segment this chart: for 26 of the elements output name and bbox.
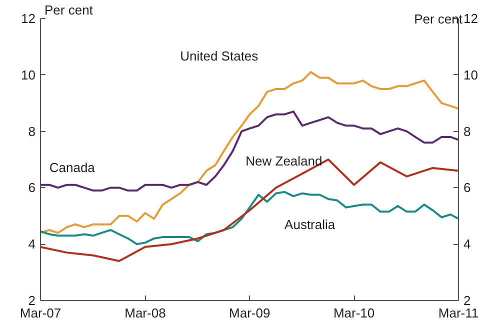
y-tick-label: 6	[28, 180, 36, 196]
y-tick-label: 10	[21, 67, 36, 82]
y2-axis-title: Per cent	[414, 12, 463, 26]
y-tick-label: 2	[28, 293, 36, 308]
series-label: Australia	[284, 216, 336, 232]
x-tick-label: Mar-09	[229, 306, 270, 320]
x-tick-label: Mar-10	[333, 306, 375, 320]
text: United States	[180, 48, 259, 64]
y-tick-label: 4	[28, 236, 36, 252]
x-tick-label: Mar-11	[438, 306, 479, 320]
line-series	[40, 190, 458, 246]
line-series	[40, 110, 458, 192]
line-series	[40, 71, 458, 234]
y-axis-title: Per cent	[44, 2, 94, 18]
y2-tick-label: 4	[464, 236, 471, 252]
y2-tick-label: 2	[464, 293, 471, 308]
x-tick-label: Mar-08	[124, 306, 166, 320]
y2-tick-label: 10	[464, 67, 478, 82]
y2-tick-label: 8	[464, 124, 471, 139]
y-tick-label: 12	[21, 11, 36, 26]
y-tick-label: 8	[28, 124, 36, 139]
series-label: Canada	[49, 160, 96, 175]
y2-tick-label: 6	[464, 180, 471, 196]
x-tick-label: Mar-07	[20, 306, 62, 320]
series-label: New Zealand	[246, 153, 322, 168]
y2-tick-label: 12	[464, 11, 478, 26]
